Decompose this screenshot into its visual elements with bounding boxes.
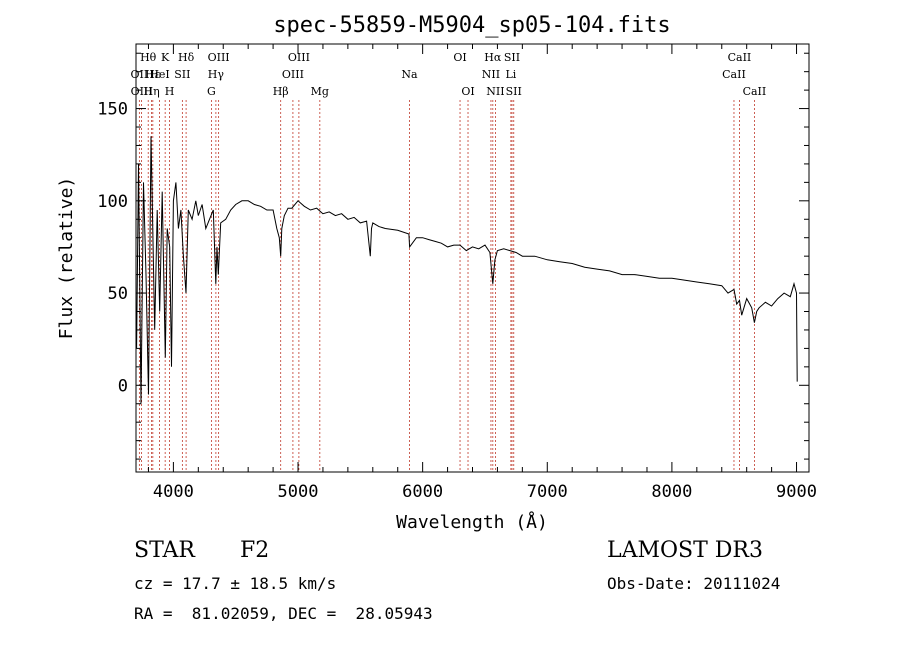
line-marker-label: CaII (722, 68, 746, 81)
chart-title: spec-55859-M5904_sp05-104.fits (273, 13, 670, 38)
x-tick-label: 9000 (776, 482, 817, 502)
x-axis-label: Wavelength (Å) (396, 511, 548, 533)
line-marker-label: Hδ (178, 51, 195, 64)
line-marker-label: Hγ (208, 68, 225, 81)
line-marker-label: OIII (208, 51, 230, 64)
line-marker-label: Hη (143, 85, 159, 98)
x-tick-label: 8000 (651, 482, 692, 502)
line-marker-label: Li (505, 68, 516, 81)
x-tick-label: 5000 (278, 482, 319, 502)
line-marker-label: CaII (728, 51, 752, 64)
y-axis-label: Flux (relative) (56, 177, 77, 340)
line-marker-label: HeI (149, 68, 169, 81)
line-marker-label: Hα (484, 51, 502, 64)
line-marker-label: H (165, 85, 175, 98)
y-axis-ticks: 0 50 100 150 (97, 52, 809, 460)
y-tick-label: 150 (97, 100, 128, 120)
line-marker-label: Mg (311, 85, 329, 98)
line-marker-label: SII (504, 51, 520, 64)
line-marker-label: OIII (282, 68, 304, 81)
spectral-subclass: F2 (240, 538, 270, 563)
plot-frame (135, 43, 810, 473)
line-marker-label: SII (174, 68, 190, 81)
y-tick-label: 0 (118, 376, 128, 396)
survey-name: LAMOST DR3 (607, 538, 763, 563)
line-marker-label: Hε (145, 68, 161, 81)
coordinates: RA = 81.02059, DEC = 28.05943 (134, 604, 433, 623)
line-marker-label: OI (453, 51, 466, 64)
x-tick-label: 7000 (527, 482, 568, 502)
line-marker-label: Hθ (140, 51, 157, 64)
velocity-readout: cz = 17.7 ± 18.5 km/s (134, 574, 337, 593)
line-marker-label: CaII (743, 85, 767, 98)
line-marker-label: OII (131, 68, 149, 81)
line-marker-label: G (207, 85, 216, 98)
line-marker-label: OI (461, 85, 474, 98)
spectrum-line (136, 136, 798, 404)
x-tick-label: 6000 (402, 482, 443, 502)
y-tick-label: 50 (108, 284, 128, 304)
object-type: STAR (134, 538, 195, 563)
obs-date: Obs-Date: 20111024 (607, 574, 781, 593)
x-tick-label: 4000 (153, 482, 194, 502)
line-marker-label: SII (506, 85, 522, 98)
line-marker-label: NII (486, 85, 504, 98)
line-marker-label: OIII (288, 51, 310, 64)
line-marker-label: Hβ (273, 85, 289, 98)
x-axis-ticks: 4000 5000 6000 7000 8000 9000 (147, 44, 817, 502)
line-marker-label: Na (401, 68, 418, 81)
y-tick-label: 100 (97, 192, 128, 212)
line-marker-label: NII (482, 68, 500, 81)
line-marker-label: K (161, 51, 170, 64)
